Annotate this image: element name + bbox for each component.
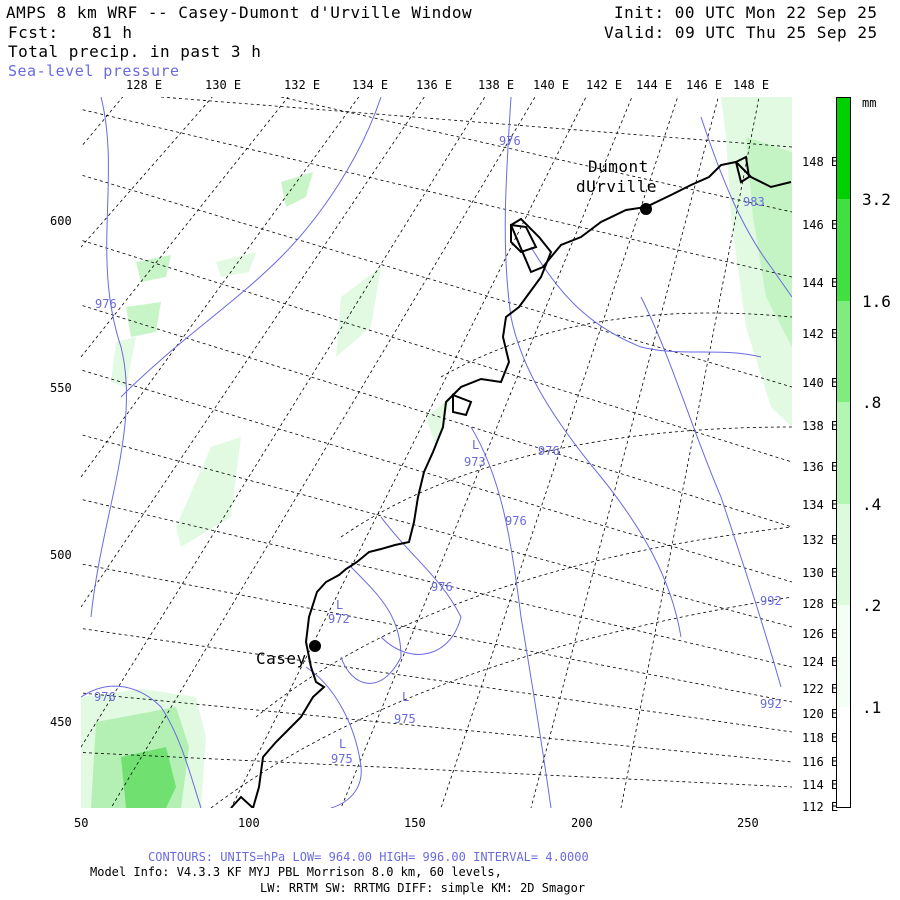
right-lon-label: 126 E <box>802 627 839 641</box>
legend-level: .1 <box>862 698 882 717</box>
station-label-dumont: Dumont <box>588 157 649 176</box>
top-lon-label: 134 E <box>352 78 389 92</box>
physics-info: LW: RRTM SW: RRTMG DIFF: simple KM: 2D S… <box>260 881 586 895</box>
y-axis-label: 450 <box>50 715 72 729</box>
right-lon-label: 136 E <box>802 460 839 474</box>
right-lon-label: 124 E <box>802 655 839 669</box>
right-lon-label: 144 E <box>802 276 839 290</box>
colorbar-swatch <box>837 605 850 707</box>
graticule <box>81 97 792 808</box>
valid-time: Valid: 09 UTC Thu 25 Sep 25 <box>604 23 878 42</box>
top-lon-label: 144 E <box>636 78 673 92</box>
right-lon-label: 112 E <box>802 800 839 814</box>
y-axis-label: 600 <box>50 214 72 228</box>
contour-label: 976 <box>431 580 453 594</box>
coastline <box>230 155 792 808</box>
right-lon-label: 116 E <box>802 755 839 769</box>
legend-level: 3.2 <box>862 190 891 209</box>
contour-label: 976 <box>95 297 117 311</box>
legend-unit: mm <box>862 96 877 110</box>
right-lon-label: 146 E <box>802 218 839 232</box>
field-description: Total precip. in past 3 h <box>8 42 262 61</box>
forecast-hour: 81 h <box>92 23 133 42</box>
init-time: Init: 00 UTC Mon 22 Sep 25 <box>614 3 878 22</box>
right-lon-label: 130 E <box>802 566 839 580</box>
colorbar-swatch <box>837 301 850 402</box>
right-lon-label: 128 E <box>802 597 839 611</box>
dumont-durville-station-marker <box>640 203 652 215</box>
contour-info: CONTOURS: UNITS=hPa LOW= 964.00 HIGH= 99… <box>148 850 589 864</box>
y-axis-label: 550 <box>50 381 72 395</box>
low-marker: L <box>339 737 347 751</box>
right-lon-label: 122 E <box>802 682 839 696</box>
overlay-description: Sea-level pressure <box>8 62 180 80</box>
right-lon-label: 132 E <box>802 533 839 547</box>
contour-label: 976 <box>94 690 116 704</box>
map-title: AMPS 8 km WRF -- Casey-Dumont d'Urville … <box>6 3 473 22</box>
legend-level: .8 <box>862 393 882 412</box>
x-axis-label: 250 <box>737 816 759 830</box>
top-lon-label: 130 E <box>205 78 242 92</box>
precip-colorbar <box>836 97 851 808</box>
colorbar-swatch <box>837 199 850 301</box>
station-label-casey: Casey <box>256 649 307 668</box>
contour-label: 975 <box>394 712 416 726</box>
top-lon-label: 140 E <box>533 78 570 92</box>
top-lon-label: 136 E <box>416 78 453 92</box>
right-lon-label: 148 E <box>802 155 839 169</box>
slp-contours <box>81 97 792 808</box>
right-lon-label: 120 E <box>802 707 839 721</box>
x-axis-label: 50 <box>74 816 89 830</box>
colorbar-swatch <box>837 504 850 605</box>
top-lon-label: 146 E <box>686 78 723 92</box>
right-lon-label: 134 E <box>802 498 839 512</box>
top-lon-label: 128 E <box>126 78 163 92</box>
legend-level: .4 <box>862 495 882 514</box>
legend-level: .2 <box>862 596 882 615</box>
right-lon-label: 114 E <box>802 778 839 792</box>
x-axis-label: 150 <box>404 816 426 830</box>
right-lon-label: 140 E <box>802 376 839 390</box>
low-marker: L <box>336 598 344 612</box>
top-lon-label: 132 E <box>284 78 321 92</box>
right-lon-label: 118 E <box>802 731 839 745</box>
colorbar-swatch <box>837 402 850 504</box>
low-marker: L <box>402 690 410 704</box>
model-info: Model Info: V4.3.3 KF MYJ PBL Morrison 8… <box>90 865 502 879</box>
contour-label: 976 <box>499 134 521 148</box>
low-marker: L <box>472 438 480 452</box>
top-lon-label: 138 E <box>478 78 515 92</box>
x-axis-label: 100 <box>238 816 260 830</box>
x-axis-label: 200 <box>571 816 593 830</box>
contour-label: 992 <box>760 697 782 711</box>
contour-label: 976 <box>505 514 527 528</box>
precip-shading <box>81 97 792 808</box>
y-axis-label: 500 <box>50 548 72 562</box>
right-lon-label: 138 E <box>802 419 839 433</box>
casey-station-marker <box>309 640 321 652</box>
right-lon-label: 142 E <box>802 327 839 341</box>
station-label-durville: dUrville <box>576 177 658 196</box>
top-lon-label: 148 E <box>733 78 770 92</box>
colorbar-swatch-empty <box>837 707 850 807</box>
contour-label: 976 <box>538 444 560 458</box>
top-lon-label: 142 E <box>586 78 623 92</box>
colorbar-swatch <box>837 98 850 199</box>
forecast-label: Fcst: <box>8 23 59 42</box>
contour-label: 992 <box>760 594 782 608</box>
legend-level: 1.6 <box>862 292 891 311</box>
contour-label: 983 <box>743 195 765 209</box>
contour-label: 975 <box>331 752 353 766</box>
contour-label: 973 <box>464 455 486 469</box>
map-panel <box>81 97 792 808</box>
contour-label: 972 <box>328 612 350 626</box>
